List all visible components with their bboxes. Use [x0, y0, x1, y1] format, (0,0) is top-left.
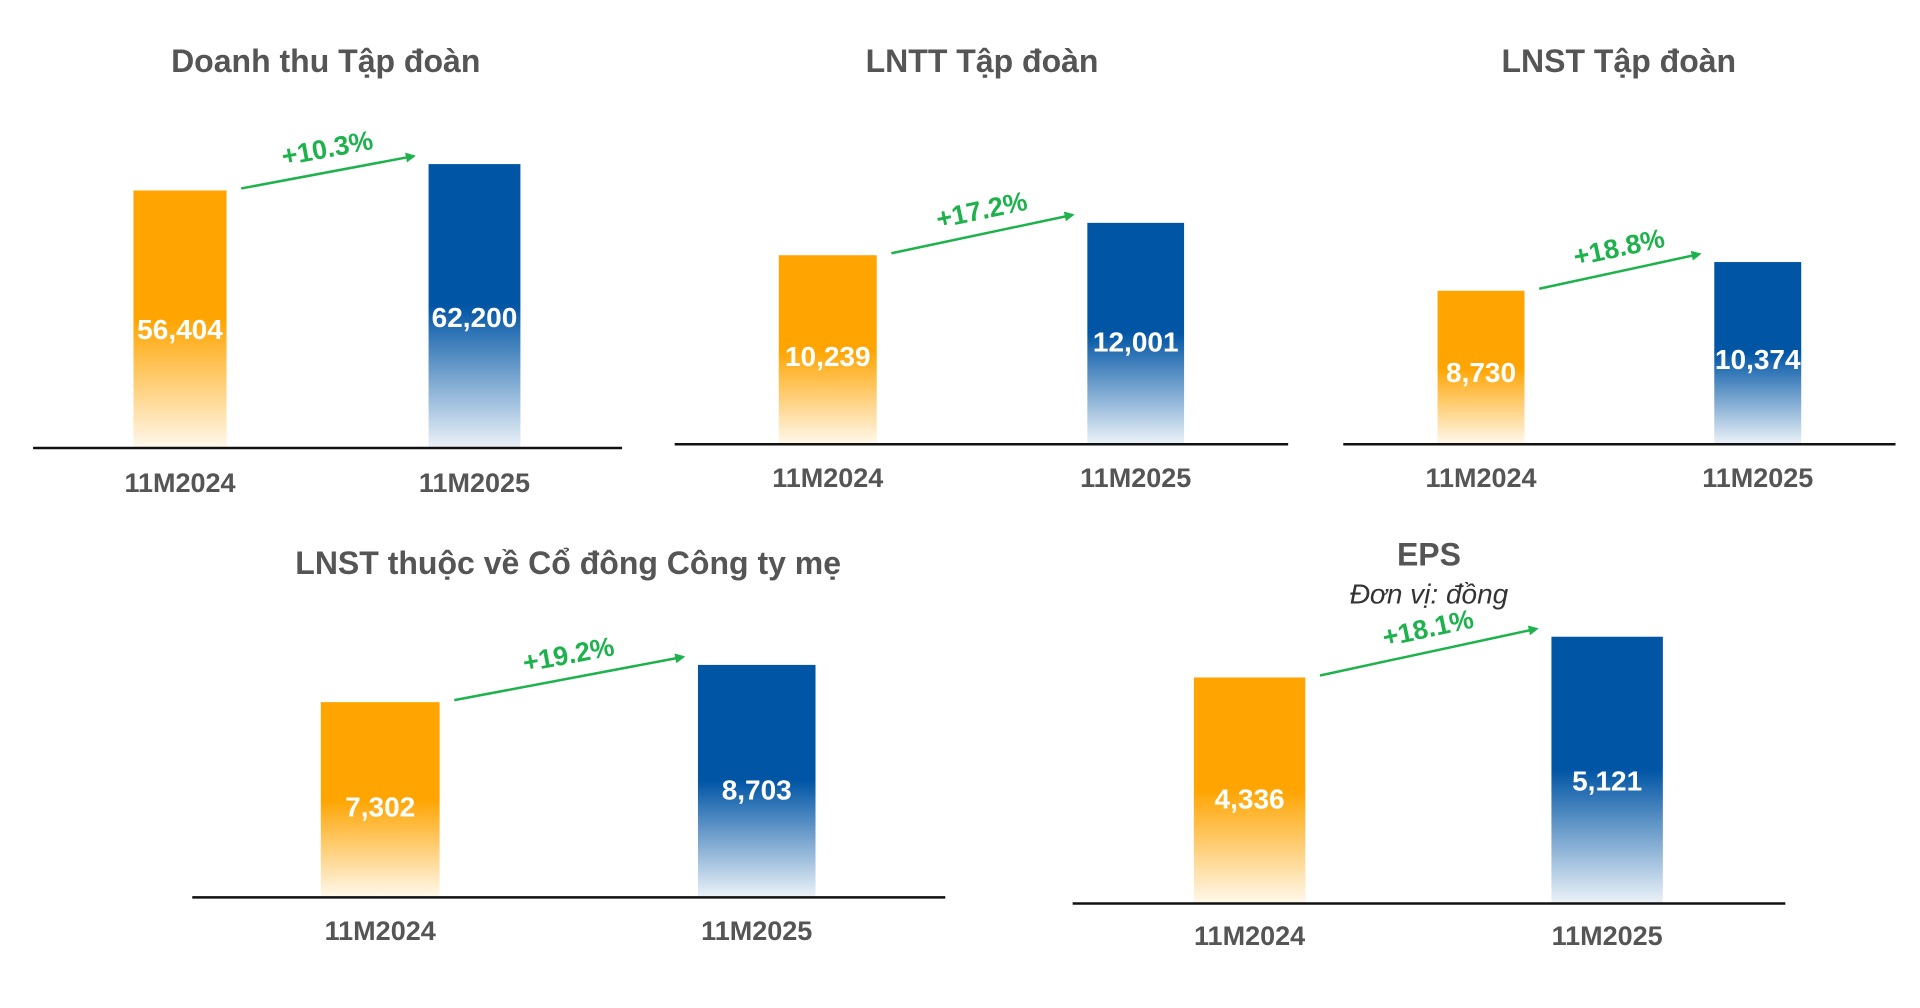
chart-title: EPS — [1397, 537, 1461, 573]
chart-panel: Doanh thu Tập đoàn 56,404 11M2024 62,200 11M… — [33, 43, 623, 498]
bar — [697, 664, 816, 897]
bar — [1714, 262, 1802, 444]
x-tick-label: 11M2024 — [1425, 463, 1536, 493]
value-label: 7,302 — [345, 791, 415, 822]
growth-arrow — [891, 211, 1075, 255]
bar — [1087, 222, 1185, 444]
x-tick-label: 11M2024 — [1194, 921, 1305, 951]
x-tick-label: 11M2025 — [419, 468, 530, 498]
value-label: 56,404 — [137, 314, 223, 345]
growth-arrow — [240, 152, 416, 190]
value-label: 8,703 — [722, 775, 792, 806]
growth-arrow — [454, 653, 686, 702]
bar — [428, 164, 521, 447]
value-label: 12,001 — [1093, 326, 1179, 357]
growth-arrow — [1538, 250, 1702, 290]
chart-title: Doanh thu Tập đoàn — [171, 43, 480, 79]
x-tick-label: 11M2024 — [124, 468, 235, 498]
x-tick-label: 11M2025 — [701, 916, 812, 946]
bar — [133, 190, 227, 447]
value-label: 10,374 — [1715, 344, 1801, 375]
bar — [778, 255, 877, 444]
chart-panel: LNST Tập đoàn8,73011M202410,37411M2025+1… — [1343, 43, 1896, 493]
growth-arrow — [1319, 625, 1539, 677]
bar — [1193, 677, 1306, 903]
chart-title: LNST Tập đoàn — [1501, 43, 1736, 79]
x-tick-label: 11M2025 — [1552, 921, 1663, 951]
chart-panel: LNTT Tập đoàn10,23911M202412,00111M2025+… — [674, 43, 1289, 493]
value-label: 62,200 — [432, 302, 518, 333]
value-label: 10,239 — [785, 341, 871, 372]
value-label: 8,730 — [1446, 357, 1516, 388]
x-tick-label: 11M2024 — [325, 916, 436, 946]
bar — [1551, 636, 1663, 903]
bar — [1437, 290, 1525, 444]
chart-panel: LNST thuộc về Cổ đông Công ty mẹ 7,302 11M… — [192, 545, 946, 946]
value-label: 5,121 — [1572, 765, 1642, 796]
chart-title: LNTT Tập đoàn — [866, 43, 1099, 79]
growth-label: +10.3% — [279, 125, 375, 171]
bar — [320, 702, 440, 897]
x-tick-label: 11M2025 — [1702, 463, 1813, 493]
x-tick-label: 11M2024 — [772, 463, 883, 493]
chart-title: LNST thuộc về Cổ đông Công ty mẹ — [295, 545, 841, 581]
x-tick-label: 11M2025 — [1080, 463, 1191, 493]
chart-subtitle: Đơn vị: đồng — [1350, 579, 1509, 610]
value-label: 4,336 — [1215, 784, 1285, 815]
